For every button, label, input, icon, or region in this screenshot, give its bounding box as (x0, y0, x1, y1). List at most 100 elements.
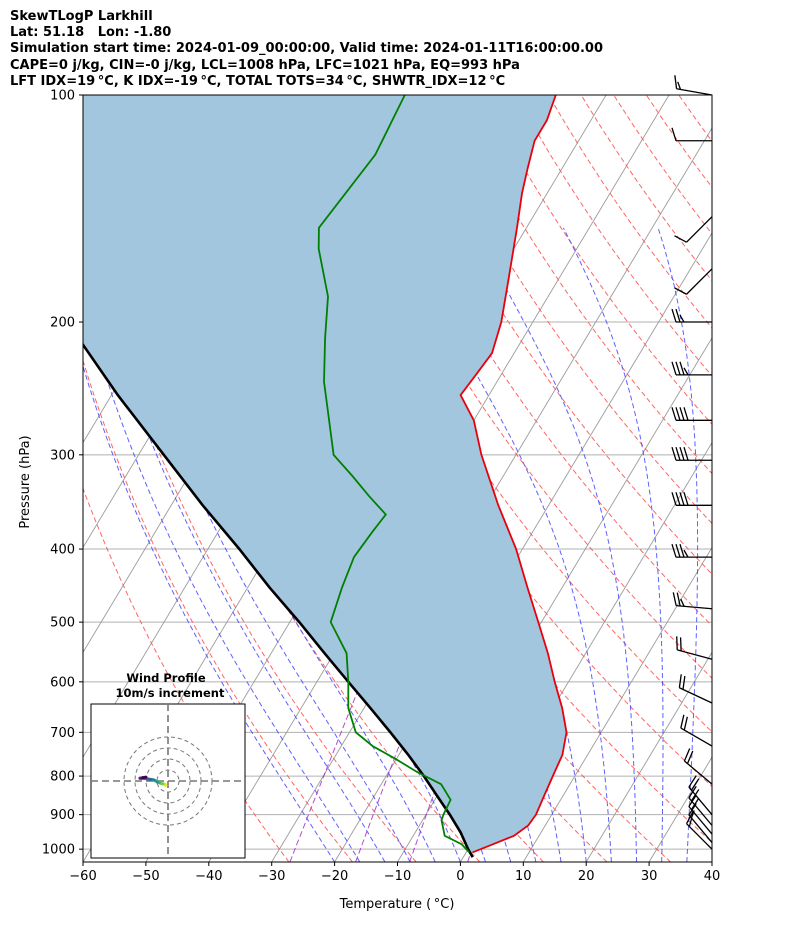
wind-barb-staff (679, 687, 713, 704)
wind-barb-flag (683, 492, 689, 506)
x-tick-label: 0 (456, 869, 464, 884)
dry-adiabat (91, 95, 481, 862)
x-tick-label: 40 (704, 869, 721, 884)
wind-barb-flag (683, 549, 689, 558)
dry-adiabat (613, 95, 712, 235)
dewpoint-profile-line (317, 95, 470, 854)
wind-barb (671, 361, 712, 376)
y-tick-label: 600 (50, 675, 75, 690)
wind-barb-flag (675, 543, 681, 558)
wind-barb-flag (675, 447, 681, 461)
axis-ticks: −60 −50 −40 −30 −20 −10 0 10 20 30 40 100 200 300 400 5… (42, 89, 720, 885)
wind-barb-flag (675, 407, 681, 421)
wind-barb (674, 268, 713, 295)
wind-barb-staff (688, 797, 713, 826)
wind-barb (671, 492, 712, 506)
dry-adiabat (710, 95, 712, 97)
wind-barb-flag (679, 361, 685, 376)
x-tick-label: 30 (641, 869, 658, 884)
wind-barb-flag (674, 75, 678, 89)
dry-adiabat (678, 95, 712, 143)
wind-barb-flag (690, 778, 700, 791)
wind-barb (674, 75, 713, 96)
dry-adiabat (320, 95, 712, 679)
wind-barb (672, 592, 713, 610)
x-tick-label: 20 (578, 869, 595, 884)
dry-adiabat (645, 95, 712, 189)
wind-barb (671, 308, 712, 323)
wind-barb-flag (677, 81, 682, 90)
wind-barb (671, 543, 712, 558)
wind-barb (671, 407, 712, 421)
header-indices-1: CAPE=0 j/kg, CIN=-0 j/kg, LCL=1008 hPa, … (10, 57, 520, 73)
dry-adiabat (777, 95, 794, 862)
wind-barb-staff (688, 806, 713, 835)
profiles (83, 95, 568, 858)
dry-adiabat (744, 95, 794, 862)
wind-barb-flag (679, 447, 685, 461)
wind-barb-staff (688, 814, 713, 843)
wind-barb-flag (680, 714, 685, 729)
wind-barb (680, 714, 713, 747)
wind-barb-flag (686, 750, 694, 764)
wind-barb-flag (679, 407, 685, 421)
isotherm-line (775, 95, 794, 862)
moist-adiabat (396, 227, 612, 862)
wind-barb-flag (671, 361, 677, 376)
y-tick-label: 100 (50, 89, 75, 104)
wind-barb-flag (678, 674, 682, 688)
header-indices-2: LFT IDX=19 °C, K IDX=-19 °C, TOTAL TOTS=… (10, 73, 506, 89)
wind-barb (671, 447, 712, 461)
temperature-profile-line (459, 95, 568, 854)
wind-barb-flag (671, 492, 677, 506)
moist-adiabat (562, 227, 664, 862)
hodograph-plot (91, 704, 245, 858)
wind-barb-flag (679, 543, 685, 558)
wind-barb-staff (677, 649, 713, 660)
wind-barb-flag (671, 543, 677, 558)
dry-adiabat (83, 486, 290, 862)
isotherm-line (271, 127, 712, 862)
wind-barb-staff (676, 604, 713, 610)
wind-barb-flag (671, 308, 677, 323)
y-tick-label: 500 (50, 616, 75, 631)
wind-barb-flag (688, 818, 693, 827)
wind-barb (688, 803, 713, 843)
mixing-ratio-line (289, 681, 362, 862)
wind-barb-flag (690, 810, 695, 819)
wind-barb-flag (675, 492, 681, 506)
wind-barb-staff (686, 268, 713, 295)
isotherm-line (711, 861, 712, 862)
wind-barb-flag (683, 367, 689, 376)
cin-shaded-area (83, 95, 567, 858)
wind-barb-flag (690, 789, 700, 802)
wind-barb-flag (675, 361, 681, 376)
moist-adiabat (711, 855, 712, 862)
header-location: Lat: 51.18 Lon: -1.80 (10, 25, 172, 41)
moist-adiabat (657, 227, 699, 862)
wind-barb-staff (684, 760, 713, 785)
x-tick-label: −20 (321, 869, 348, 884)
wind-barb (683, 748, 713, 785)
hodograph-trace-segment (141, 775, 148, 780)
wind-barb-flag (679, 314, 685, 323)
wind-barb (676, 636, 713, 660)
wind-barb-flag (688, 803, 697, 816)
wind-barb-flag (688, 794, 697, 807)
wind-barb-flag (690, 797, 700, 810)
wind-barb-flag (672, 592, 677, 606)
x-axis-label: Temperature ( °C) (339, 897, 455, 912)
wind-barb-flag (679, 492, 685, 506)
wind-barb-flag (674, 287, 687, 295)
wind-barb-flag (674, 235, 687, 243)
y-axis-label: Pressure (hPa) (18, 435, 33, 528)
wind-barb-flag (683, 407, 689, 421)
wind-barb-flag (688, 775, 697, 788)
x-tick-label: −60 (69, 869, 96, 884)
wind-barb-flag (682, 675, 686, 690)
y-tick-label: 900 (50, 808, 75, 823)
moist-adiabat (125, 227, 436, 862)
wind-barb-flag (671, 447, 677, 461)
y-tick-label: 800 (50, 770, 75, 785)
